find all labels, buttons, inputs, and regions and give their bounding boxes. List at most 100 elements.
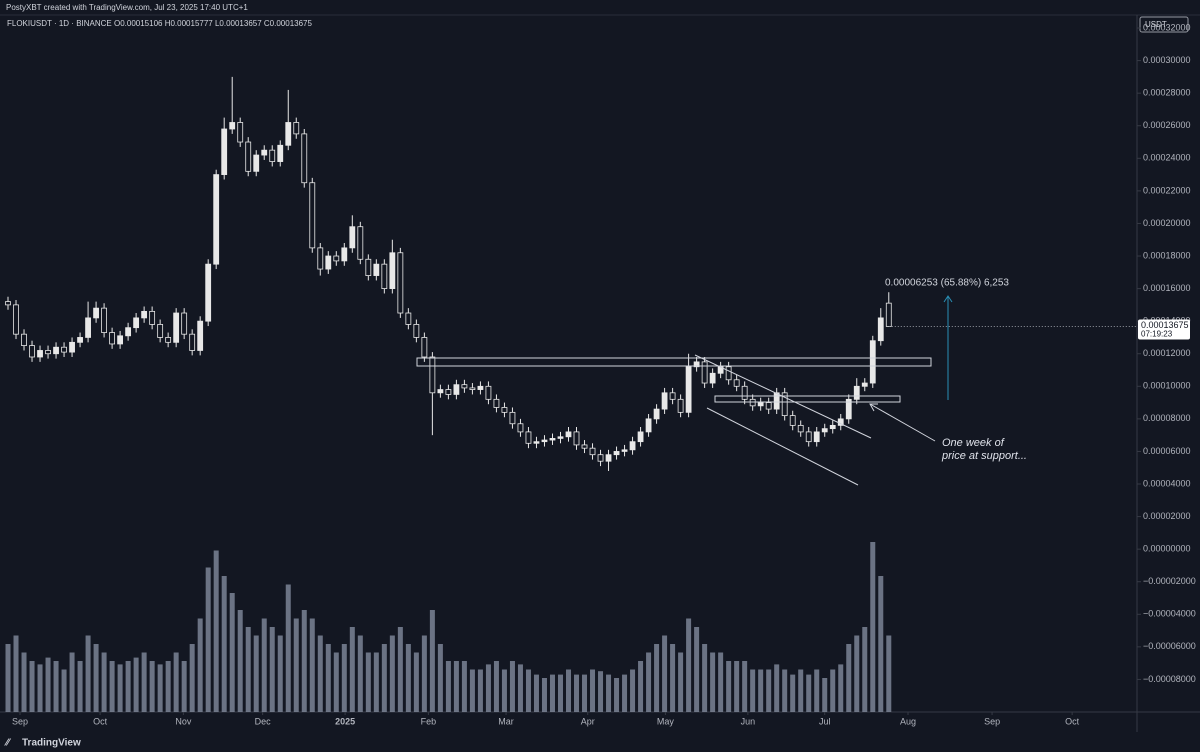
channel-top (694, 354, 872, 439)
candle-body (205, 263, 212, 322)
candle-body (805, 431, 812, 443)
candle-body (469, 387, 476, 390)
candle-body (701, 361, 708, 384)
candle-body (749, 398, 756, 407)
volume-bar (173, 652, 179, 712)
candle-body (557, 436, 564, 439)
volume-bar (245, 627, 251, 712)
x-tick-label: Mar (498, 716, 514, 726)
candle-body (525, 431, 532, 444)
candle-body (45, 350, 51, 355)
volume-bar (405, 644, 411, 712)
candle-body (637, 431, 644, 443)
y-tick-label: −0.00008000 (1143, 674, 1196, 684)
candle-body (517, 423, 524, 433)
candle-body (581, 444, 588, 449)
candle-body (813, 431, 820, 443)
volume-bar (806, 674, 812, 712)
volume-bar (726, 661, 732, 712)
candle-body (725, 366, 732, 381)
x-tick-label: Apr (581, 716, 595, 726)
candle-body (661, 392, 668, 410)
y-tick-label: 0.00026000 (1143, 120, 1191, 130)
volume-bar (774, 664, 780, 712)
volume-bar (261, 618, 267, 712)
candle-body (421, 337, 428, 358)
candle-body (629, 441, 636, 451)
volume-bar (702, 644, 708, 712)
y-tick-label: 0.00006000 (1143, 446, 1191, 456)
volume-bar (846, 644, 852, 712)
candle-body (29, 345, 35, 358)
candle-body (653, 408, 660, 420)
candle-body (229, 122, 236, 130)
x-tick-label: May (657, 716, 675, 726)
volume-bar (93, 644, 99, 712)
candle-body (429, 356, 436, 394)
volume-bar (638, 661, 644, 712)
brand-logo: ⁄⁄ (4, 738, 12, 749)
candle-body (861, 382, 868, 387)
x-tick-label: Oct (1065, 716, 1080, 726)
volume-bar (317, 635, 323, 712)
header: PostyXBT created with TradingView.com, J… (6, 3, 248, 12)
volume-bar (117, 664, 123, 712)
volume-bar (453, 661, 459, 712)
x-tick-label: Jul (819, 716, 831, 726)
volume-bar (325, 644, 331, 712)
support-zone (714, 395, 901, 403)
last-price-label: 0.00013675 (1141, 320, 1189, 330)
volume-bar (53, 661, 59, 712)
volume-bar (149, 661, 155, 712)
candle-body (733, 379, 740, 387)
volume-bar (293, 618, 299, 712)
candle-body (829, 424, 836, 430)
volume-bar (574, 674, 580, 712)
candle-body (493, 398, 500, 408)
volume-bar (758, 669, 764, 712)
volume-bar (798, 669, 804, 712)
volume-bar (221, 576, 227, 712)
volume-bar (606, 674, 612, 712)
candle-body (181, 312, 188, 335)
volume-bar (870, 542, 876, 712)
candle-body (605, 454, 612, 462)
volume-bar (549, 674, 555, 712)
volume-bar (21, 652, 27, 712)
candle-body (773, 392, 780, 410)
candle-body (237, 122, 244, 143)
candle-body (869, 340, 876, 384)
note-line: One week of (942, 437, 1005, 449)
volume-bar (541, 678, 547, 712)
candle-body (461, 384, 468, 389)
candle-body (781, 392, 788, 417)
candle-body (437, 389, 444, 394)
volume-bar (437, 644, 443, 712)
candle-body (845, 398, 852, 420)
candle-body (853, 385, 860, 400)
volume-bar (750, 669, 756, 712)
candle-body (285, 122, 292, 146)
measure-arrowhead (943, 295, 953, 303)
candle-body (101, 307, 107, 333)
volume-bar (373, 652, 379, 712)
candle-body (477, 385, 484, 390)
candle-body (693, 361, 700, 368)
note-arrowhead (869, 403, 878, 412)
volume-bar (357, 635, 363, 712)
candle-body (485, 385, 492, 400)
volume-bar (125, 661, 131, 712)
volume-bar (397, 627, 403, 712)
volume-bar (590, 669, 596, 712)
candle-body (669, 392, 676, 400)
y-tick-label: 0.00008000 (1143, 413, 1191, 423)
candle-body (261, 149, 268, 156)
candle-body (741, 385, 748, 400)
candle-body (613, 451, 620, 456)
volume-bar (341, 644, 347, 712)
volume-bar (878, 576, 884, 712)
volume-bar (213, 550, 219, 712)
note-arrow (869, 403, 936, 442)
volume-bar (718, 652, 724, 712)
